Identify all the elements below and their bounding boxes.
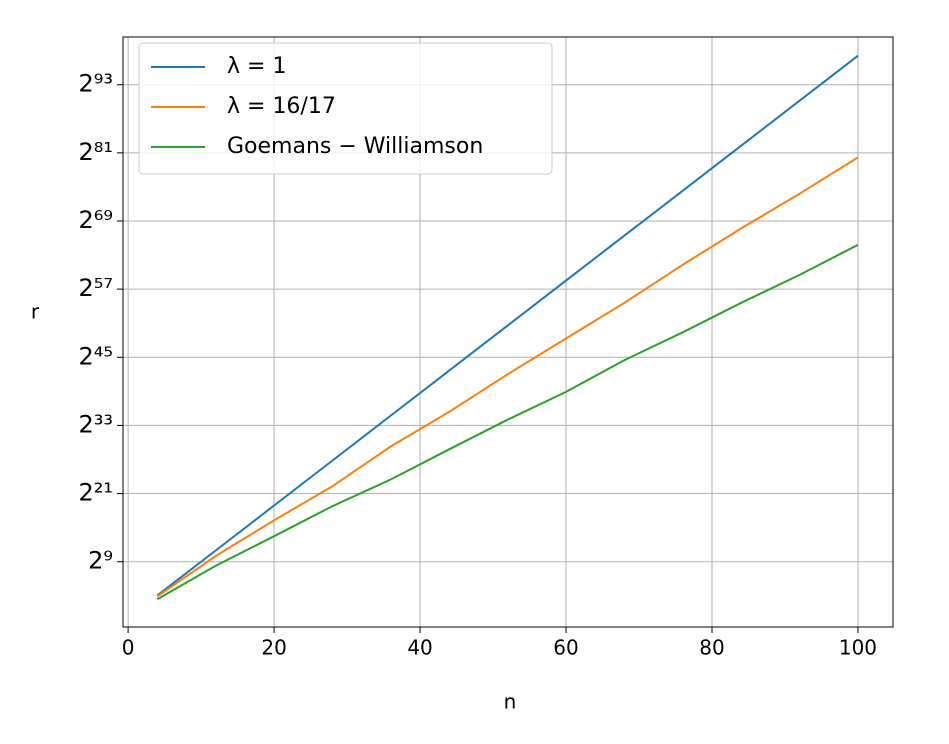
x-axis-label: n <box>504 690 517 714</box>
y-tick-label: 2⁶⁹ <box>78 206 113 234</box>
legend-box <box>138 42 553 175</box>
legend-label: λ = 16/17 <box>227 94 336 119</box>
y-tick-label: 2³³ <box>78 410 113 438</box>
series-line <box>156 243 859 601</box>
y-axis-label: r <box>31 300 40 324</box>
plot-frame <box>122 36 894 628</box>
series-line <box>156 156 859 598</box>
y-tick-label: 2²¹ <box>78 479 113 507</box>
y-tick-label: 2⁸¹ <box>78 138 113 166</box>
y-tick-label: 2⁴⁵ <box>78 342 113 370</box>
x-tick-label: 100 <box>839 636 877 660</box>
x-tick-label: 80 <box>699 636 724 660</box>
legend-label: Goemans − Williamson <box>227 134 483 159</box>
x-tick-label: 40 <box>407 636 432 660</box>
y-tick-label: 2⁹³ <box>78 70 113 98</box>
y-tick-label: 2⁹ <box>88 547 113 575</box>
x-tick-label: 0 <box>122 636 135 660</box>
series-line <box>156 54 859 597</box>
x-tick-label: 60 <box>553 636 578 660</box>
y-tick-label: 2⁵⁷ <box>78 274 113 302</box>
legend-label: λ = 1 <box>227 54 286 79</box>
x-tick-label: 20 <box>261 636 286 660</box>
